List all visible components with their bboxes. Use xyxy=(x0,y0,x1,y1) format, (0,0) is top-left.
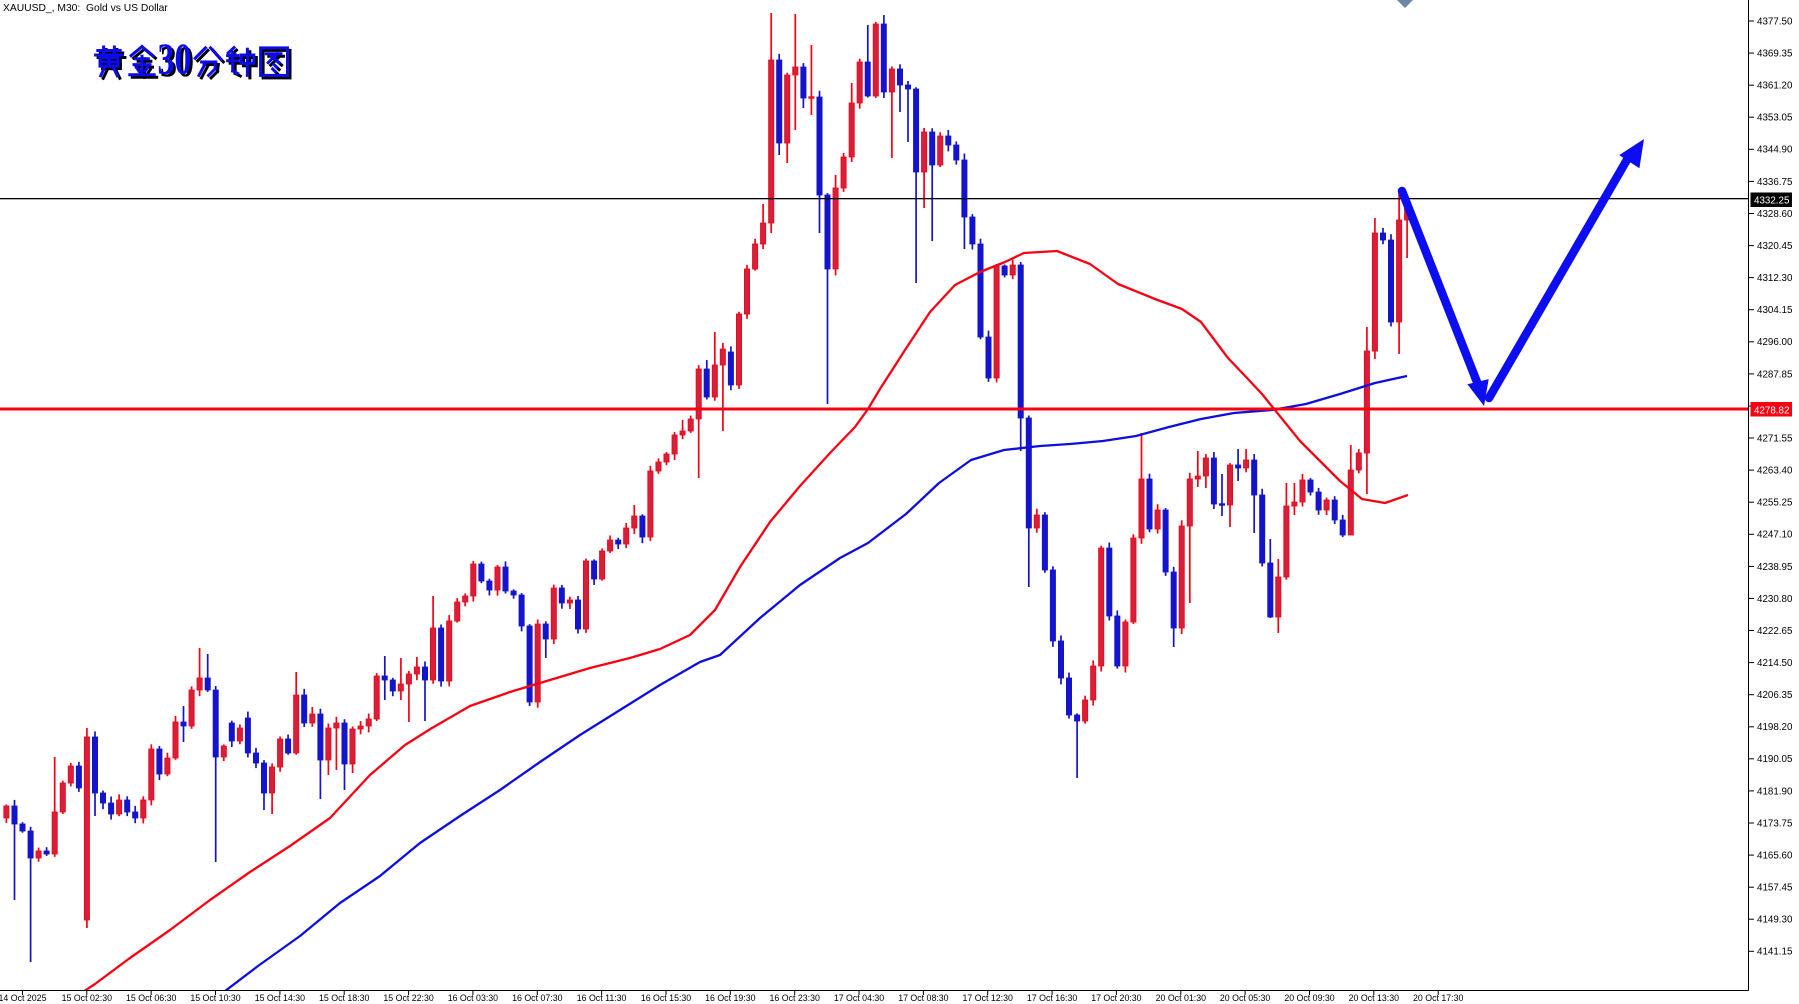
svg-text:4214.50: 4214.50 xyxy=(1757,658,1793,669)
svg-text:4247.10: 4247.10 xyxy=(1757,530,1793,541)
svg-text:4361.20: 4361.20 xyxy=(1757,81,1793,92)
svg-text:4198.20: 4198.20 xyxy=(1757,722,1793,733)
svg-text:4332.25: 4332.25 xyxy=(1754,195,1790,206)
svg-text:20 Oct 17:30: 20 Oct 17:30 xyxy=(1413,993,1463,1003)
svg-text:4328.60: 4328.60 xyxy=(1757,209,1793,220)
svg-text:15 Oct 10:30: 15 Oct 10:30 xyxy=(190,993,240,1003)
svg-text:4222.65: 4222.65 xyxy=(1757,626,1793,637)
svg-text:4369.35: 4369.35 xyxy=(1757,49,1793,60)
svg-text:4287.85: 4287.85 xyxy=(1757,369,1793,380)
svg-text:4271.55: 4271.55 xyxy=(1757,433,1793,444)
svg-text:30: 30 xyxy=(158,35,192,84)
svg-text:4206.35: 4206.35 xyxy=(1757,690,1793,701)
svg-text:20 Oct 09:30: 20 Oct 09:30 xyxy=(1284,993,1334,1003)
svg-text:17 Oct 16:30: 17 Oct 16:30 xyxy=(1027,993,1077,1003)
svg-text:4173.75: 4173.75 xyxy=(1757,818,1793,829)
svg-text:4181.90: 4181.90 xyxy=(1757,786,1793,797)
svg-text:4296.00: 4296.00 xyxy=(1757,337,1793,348)
svg-text:17 Oct 08:30: 17 Oct 08:30 xyxy=(898,993,948,1003)
svg-text:4263.40: 4263.40 xyxy=(1757,466,1793,477)
svg-text:16 Oct 15:30: 16 Oct 15:30 xyxy=(641,993,691,1003)
svg-text:4230.80: 4230.80 xyxy=(1757,594,1793,605)
svg-text:15 Oct 06:30: 15 Oct 06:30 xyxy=(126,993,176,1003)
svg-text:4312.30: 4312.30 xyxy=(1757,273,1793,284)
svg-text:15 Oct 22:30: 15 Oct 22:30 xyxy=(383,993,433,1003)
svg-text:17 Oct 12:30: 17 Oct 12:30 xyxy=(963,993,1013,1003)
svg-text:4190.05: 4190.05 xyxy=(1757,754,1793,765)
svg-text:20 Oct 05:30: 20 Oct 05:30 xyxy=(1220,993,1270,1003)
svg-text:30: 30 xyxy=(160,37,194,86)
svg-text:4278.82: 4278.82 xyxy=(1754,405,1789,416)
svg-text:15 Oct 18:30: 15 Oct 18:30 xyxy=(319,993,369,1003)
svg-text:4353.05: 4353.05 xyxy=(1757,113,1793,124)
svg-text:15 Oct 14:30: 15 Oct 14:30 xyxy=(255,993,305,1003)
svg-text:4165.60: 4165.60 xyxy=(1757,851,1793,862)
svg-text:4141.15: 4141.15 xyxy=(1757,947,1793,958)
svg-text:16 Oct 23:30: 16 Oct 23:30 xyxy=(770,993,820,1003)
svg-text:4149.30: 4149.30 xyxy=(1757,915,1793,926)
svg-text:4336.75: 4336.75 xyxy=(1757,177,1793,188)
svg-text:16 Oct 19:30: 16 Oct 19:30 xyxy=(705,993,755,1003)
svg-text:20 Oct 01:30: 20 Oct 01:30 xyxy=(1156,993,1206,1003)
svg-text:16 Oct 07:30: 16 Oct 07:30 xyxy=(512,993,562,1003)
svg-text:4157.45: 4157.45 xyxy=(1757,883,1793,894)
svg-text:4320.45: 4320.45 xyxy=(1757,241,1793,252)
svg-text:XAUUSD_, M30: Gold vs US Doll: XAUUSD_, M30: Gold vs US Dollar xyxy=(3,3,168,14)
svg-text:17 Oct 04:30: 17 Oct 04:30 xyxy=(834,993,884,1003)
svg-text:17 Oct 20:30: 17 Oct 20:30 xyxy=(1091,993,1141,1003)
svg-text:4304.15: 4304.15 xyxy=(1757,305,1793,316)
svg-text:4344.90: 4344.90 xyxy=(1757,145,1793,156)
svg-text:15 Oct 02:30: 15 Oct 02:30 xyxy=(62,993,112,1003)
svg-text:4255.25: 4255.25 xyxy=(1757,498,1793,509)
svg-text:14 Oct 2025: 14 Oct 2025 xyxy=(0,993,47,1003)
svg-text:20 Oct 13:30: 20 Oct 13:30 xyxy=(1349,993,1399,1003)
svg-text:16 Oct 11:30: 16 Oct 11:30 xyxy=(577,993,627,1003)
svg-text:4238.95: 4238.95 xyxy=(1757,562,1793,573)
svg-text:16 Oct 03:30: 16 Oct 03:30 xyxy=(448,993,498,1003)
svg-text:4377.50: 4377.50 xyxy=(1757,16,1793,27)
